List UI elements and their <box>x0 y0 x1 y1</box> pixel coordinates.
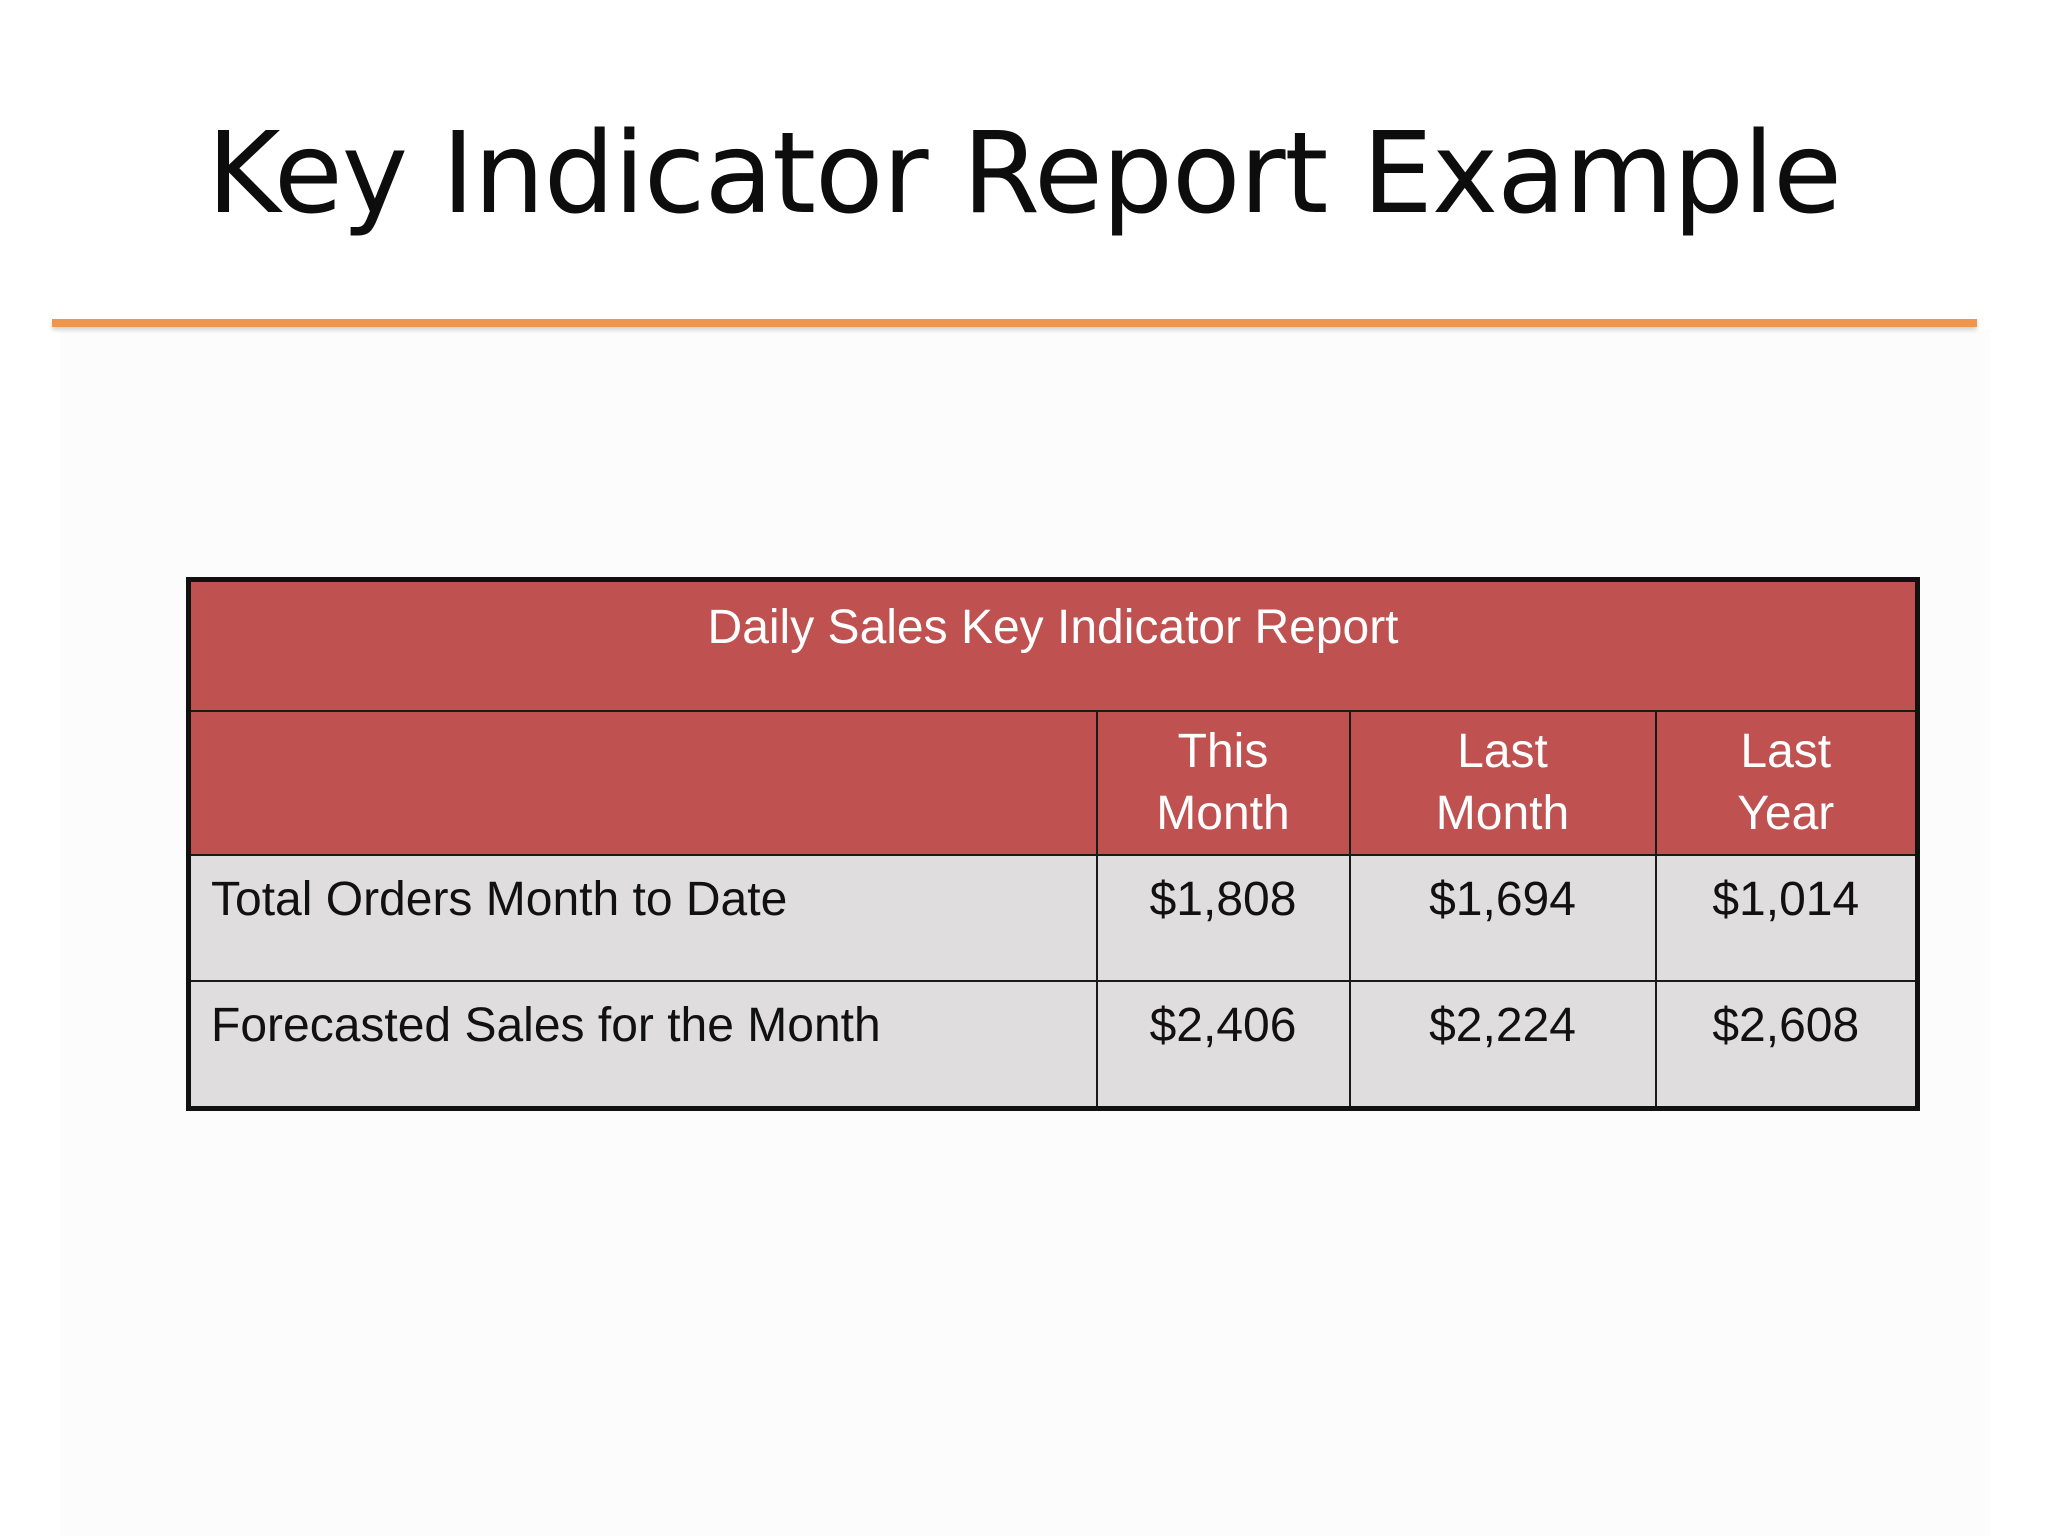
row-label: Total Orders Month to Date <box>187 854 1098 982</box>
column-header-line: Last <box>1457 725 1548 778</box>
column-header-line: Month <box>1435 787 1570 840</box>
table-row: Total Orders Month to Date $1,808 $1,694… <box>187 854 1919 982</box>
column-header-last-year: Last Year <box>1654 710 1919 856</box>
table-cell: $1,808 <box>1095 854 1351 982</box>
table-cell: $2,608 <box>1654 980 1919 1110</box>
title-divider <box>52 319 1977 327</box>
table-cell: $1,694 <box>1348 854 1657 982</box>
column-header-line: Last <box>1740 725 1832 778</box>
table-cell: $2,406 <box>1095 980 1351 1110</box>
column-header-last-month: Last Month <box>1348 710 1657 856</box>
column-header-line: This <box>1177 725 1269 778</box>
column-header-line: Year <box>1737 787 1835 840</box>
column-header-this-month: This Month <box>1095 710 1351 856</box>
table-caption: Daily Sales Key Indicator Report <box>187 578 1919 712</box>
column-header-row: This Month Last Month Last Year <box>187 710 1919 856</box>
key-indicator-table: Daily Sales Key Indicator Report This Mo… <box>186 577 1921 1111</box>
table-cell: $1,014 <box>1654 854 1919 982</box>
row-label: Forecasted Sales for the Month <box>187 980 1098 1110</box>
slide-title: Key Indicator Report Example <box>207 109 1842 239</box>
table-cell: $2,224 <box>1348 980 1657 1110</box>
empty-header-cell <box>187 710 1098 856</box>
table-row: Forecasted Sales for the Month $2,406 $2… <box>187 980 1919 1110</box>
column-header-line: Month <box>1156 787 1290 840</box>
